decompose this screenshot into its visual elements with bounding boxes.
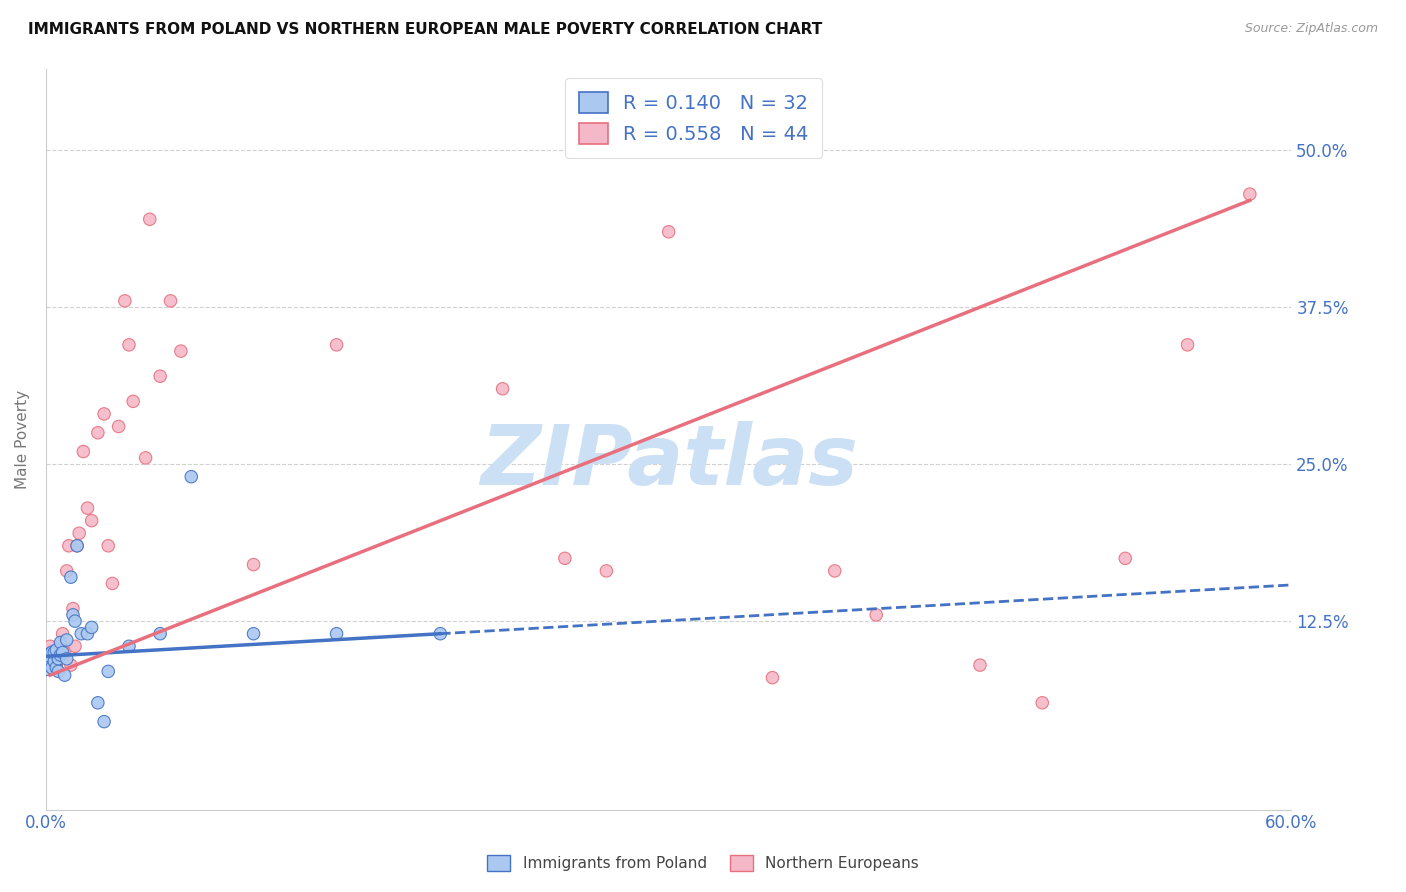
Point bbox=[491, 382, 513, 396]
Point bbox=[101, 576, 124, 591]
Point bbox=[59, 658, 82, 673]
Point bbox=[97, 539, 120, 553]
Point bbox=[118, 338, 141, 352]
Point bbox=[52, 646, 75, 660]
Point bbox=[44, 654, 66, 668]
Legend: R = 0.140   N = 32, R = 0.558   N = 44: R = 0.140 N = 32, R = 0.558 N = 44 bbox=[565, 78, 823, 158]
Point bbox=[761, 671, 783, 685]
Point bbox=[80, 514, 103, 528]
Point bbox=[1177, 338, 1199, 352]
Point bbox=[114, 293, 136, 308]
Point bbox=[55, 652, 77, 666]
Point bbox=[66, 539, 89, 553]
Point bbox=[865, 607, 887, 622]
Text: ZIPatlas: ZIPatlas bbox=[479, 421, 858, 502]
Point bbox=[55, 564, 77, 578]
Point bbox=[49, 640, 72, 654]
Point bbox=[325, 338, 347, 352]
Point bbox=[170, 344, 193, 359]
Point bbox=[554, 551, 576, 566]
Point bbox=[66, 539, 89, 553]
Point bbox=[1031, 696, 1053, 710]
Point bbox=[159, 293, 181, 308]
Point bbox=[80, 620, 103, 634]
Point bbox=[429, 626, 451, 640]
Text: Source: ZipAtlas.com: Source: ZipAtlas.com bbox=[1244, 22, 1378, 36]
Point bbox=[49, 648, 72, 662]
Point bbox=[76, 626, 98, 640]
Point bbox=[39, 640, 62, 654]
Point bbox=[45, 658, 67, 673]
Point bbox=[58, 539, 80, 553]
Point bbox=[107, 419, 129, 434]
Point bbox=[97, 665, 120, 679]
Text: IMMIGRANTS FROM POLAND VS NORTHERN EUROPEAN MALE POVERTY CORRELATION CHART: IMMIGRANTS FROM POLAND VS NORTHERN EUROP… bbox=[28, 22, 823, 37]
Point bbox=[93, 714, 115, 729]
Point bbox=[45, 643, 67, 657]
Point bbox=[1239, 187, 1261, 202]
Point bbox=[48, 652, 70, 666]
Point bbox=[62, 607, 84, 622]
Legend: Immigrants from Poland, Northern Europeans: Immigrants from Poland, Northern Europea… bbox=[481, 849, 925, 877]
Point bbox=[242, 626, 264, 640]
Point bbox=[44, 646, 66, 660]
Point bbox=[39, 648, 62, 662]
Point bbox=[59, 570, 82, 584]
Point bbox=[824, 564, 846, 578]
Point bbox=[139, 212, 162, 227]
Point bbox=[55, 632, 77, 647]
Point bbox=[63, 640, 86, 654]
Point bbox=[76, 501, 98, 516]
Point bbox=[62, 601, 84, 615]
Point bbox=[135, 450, 157, 465]
Point bbox=[180, 469, 202, 483]
Point bbox=[41, 648, 63, 662]
Point bbox=[67, 526, 90, 541]
Point bbox=[122, 394, 145, 409]
Point bbox=[149, 626, 172, 640]
Point bbox=[242, 558, 264, 572]
Y-axis label: Male Poverty: Male Poverty bbox=[15, 390, 30, 489]
Point bbox=[118, 640, 141, 654]
Point bbox=[87, 696, 110, 710]
Point bbox=[149, 369, 172, 384]
Point bbox=[969, 658, 991, 673]
Point bbox=[325, 626, 347, 640]
Point bbox=[595, 564, 617, 578]
Point bbox=[70, 626, 93, 640]
Point bbox=[53, 646, 76, 660]
Point bbox=[41, 660, 63, 674]
Point bbox=[1114, 551, 1136, 566]
Point bbox=[41, 646, 63, 660]
Point bbox=[72, 444, 94, 458]
Point bbox=[48, 643, 70, 657]
Point bbox=[49, 635, 72, 649]
Point bbox=[658, 225, 681, 239]
Point bbox=[37, 656, 59, 670]
Point bbox=[63, 614, 86, 628]
Point bbox=[87, 425, 110, 440]
Point bbox=[45, 660, 67, 674]
Point bbox=[53, 668, 76, 682]
Point bbox=[48, 665, 70, 679]
Point bbox=[52, 626, 75, 640]
Point bbox=[93, 407, 115, 421]
